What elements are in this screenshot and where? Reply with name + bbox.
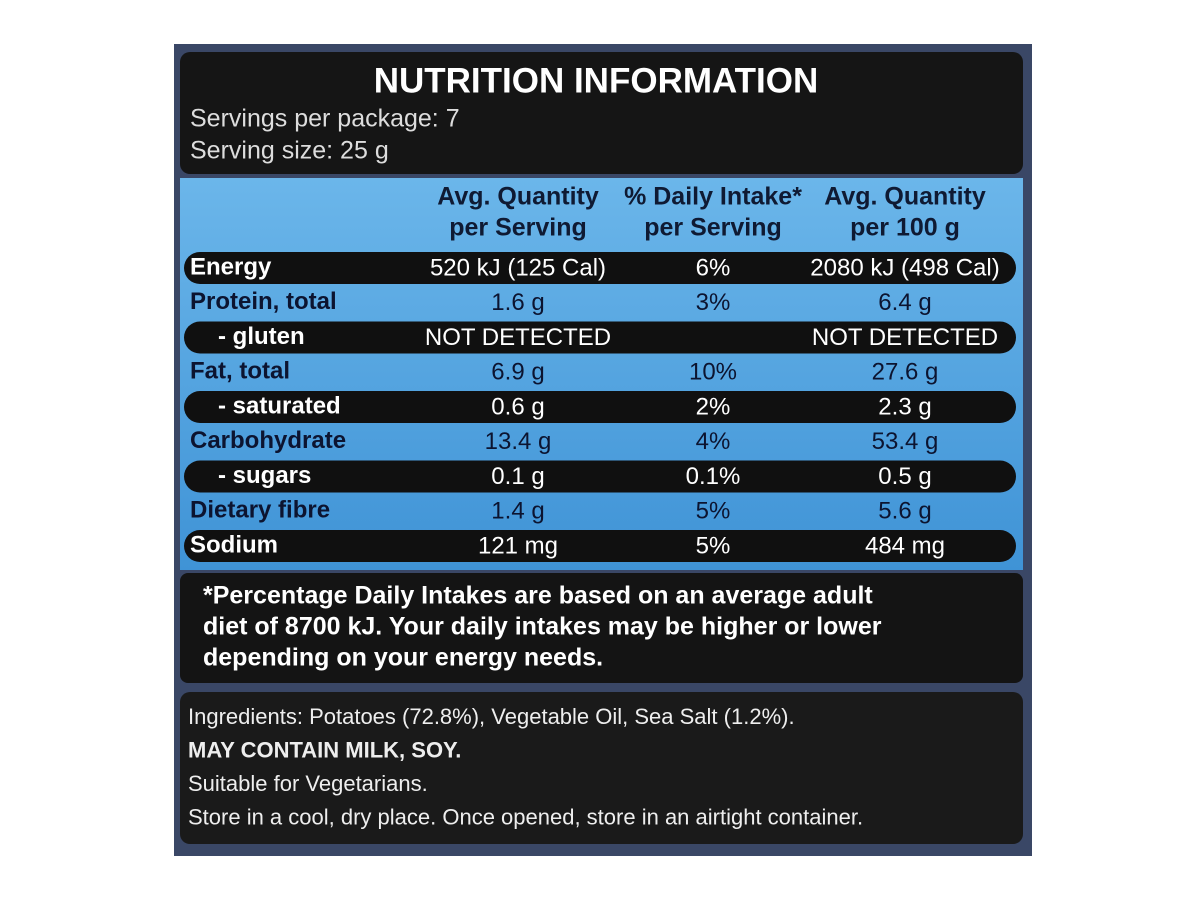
row-label: Dietary fibre — [190, 497, 330, 524]
cell: 0.1 g — [491, 463, 544, 490]
cell: 5.6 g — [878, 498, 931, 525]
footnote-line: *Percentage Daily Intakes are based on a… — [203, 582, 873, 610]
cell: 2080 kJ (498 Cal) — [810, 254, 999, 281]
row-label: Energy — [190, 253, 272, 280]
cell: 53.4 g — [872, 428, 939, 455]
row-band — [184, 252, 1016, 284]
cell: 1.4 g — [491, 498, 544, 525]
ingredients-line: Store in a cool, dry place. Once opened,… — [188, 804, 863, 829]
row-label: - gluten — [218, 323, 305, 350]
cell: 3% — [696, 289, 731, 316]
row-band — [184, 391, 1016, 423]
row-label: Fat, total — [190, 358, 290, 385]
cell: 4% — [696, 428, 731, 455]
ingredients-line: Suitable for Vegetarians. — [188, 771, 428, 796]
cell: 27.6 g — [872, 359, 939, 386]
column-header: per Serving — [449, 214, 587, 242]
ingredients-line: Ingredients: Potatoes (72.8%), Vegetable… — [188, 704, 795, 729]
ingredients-line: MAY CONTAIN MILK, SOY. — [188, 737, 461, 762]
cell: 5% — [696, 498, 731, 525]
cell: 5% — [696, 532, 731, 559]
table-box — [180, 178, 1023, 570]
footnote-line: diet of 8700 kJ. Your daily intakes may … — [203, 613, 882, 641]
row-band — [184, 460, 1016, 493]
row-band — [184, 530, 1016, 562]
footnote-box — [180, 573, 1023, 683]
serving-size: Serving size: 25 g — [190, 137, 389, 165]
cell: 2% — [696, 393, 731, 420]
cell: 10% — [689, 359, 737, 386]
cell: 520 kJ (125 Cal) — [430, 254, 606, 281]
column-header: per Serving — [644, 214, 782, 242]
cell: 6% — [696, 254, 731, 281]
title: NUTRITION INFORMATION — [374, 61, 819, 100]
column-header: Avg. Quantity — [824, 183, 986, 211]
cell: 2.3 g — [878, 393, 931, 420]
row-band — [184, 321, 1016, 354]
column-header: per 100 g — [850, 214, 960, 242]
column-header: % Daily Intake* — [624, 183, 802, 211]
servings: Servings per package: 7 — [190, 105, 460, 133]
footnote-line: depending on your energy needs. — [203, 644, 603, 672]
cell: 0.5 g — [878, 463, 931, 490]
row-label: Sodium — [190, 531, 278, 558]
cell: NOT DETECTED — [812, 324, 998, 351]
row-label: Protein, total — [190, 288, 337, 315]
row-label: Carbohydrate — [190, 427, 346, 454]
row-label: - saturated — [218, 392, 341, 419]
cell: 121 mg — [478, 532, 558, 559]
cell: 484 mg — [865, 532, 945, 559]
cell: 0.6 g — [491, 393, 544, 420]
header-box — [180, 52, 1023, 174]
cell: NOT DETECTED — [425, 324, 611, 351]
cell: 0.1% — [686, 463, 741, 490]
cell: 6.4 g — [878, 289, 931, 316]
cell: 1.6 g — [491, 289, 544, 316]
row-label: - sugars — [218, 462, 311, 489]
cell: 13.4 g — [485, 428, 552, 455]
column-header: Avg. Quantity — [437, 183, 599, 211]
cell: 6.9 g — [491, 359, 544, 386]
ingredients-box — [180, 692, 1023, 844]
